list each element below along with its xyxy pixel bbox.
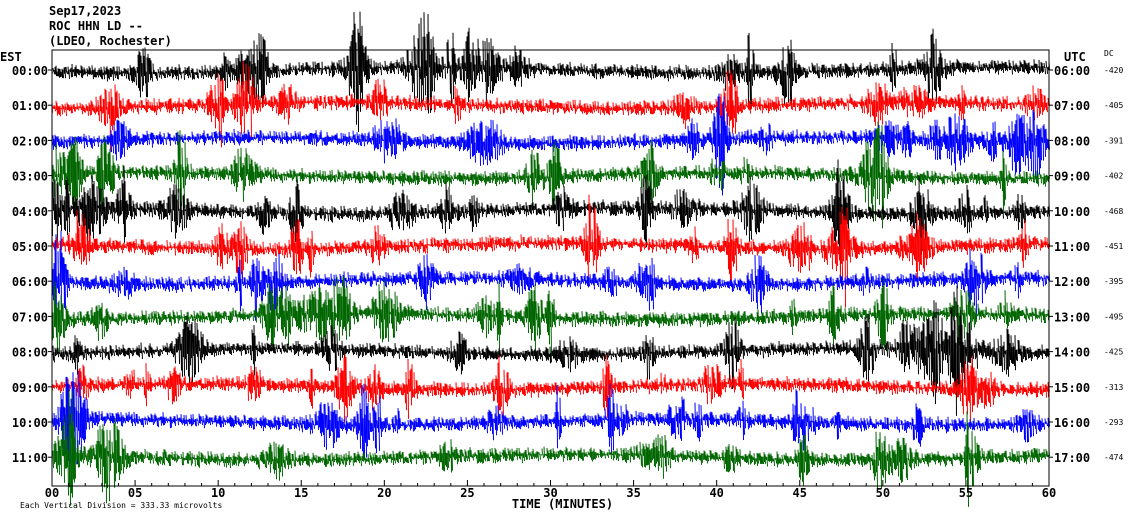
scale-footnote: Each Vertical Division = 333.33 microvol…: [20, 501, 222, 510]
date-label: Sep17,2023: [49, 4, 122, 18]
est-hour-label: 02:00: [12, 134, 48, 148]
est-hour-label: 00:00: [12, 64, 48, 78]
utc-hour-label: 07:00: [1054, 99, 1090, 113]
dc-offset-label: -395: [1104, 277, 1123, 286]
est-hour-label: 03:00: [12, 170, 48, 184]
dc-offset-label: -451: [1104, 242, 1123, 251]
x-tick-label: 40: [709, 486, 723, 500]
trace-0800: [51, 285, 1050, 416]
trace-0000: [51, 11, 1050, 133]
est-hour-label: 01:00: [12, 99, 48, 113]
x-tick-label: 60: [1042, 486, 1056, 500]
station-label: ROC HHN LD --: [49, 19, 143, 33]
x-tick-label: 10: [211, 486, 225, 500]
est-hour-label: 10:00: [12, 416, 48, 430]
dc-offset-label: -468: [1104, 207, 1123, 216]
x-tick-label: 00: [45, 486, 59, 500]
x-tick-label: 25: [460, 486, 474, 500]
x-axis-label: TIME (MINUTES): [512, 497, 613, 511]
dc-offset-label: -405: [1104, 101, 1123, 110]
dc-offset-label: -293: [1104, 418, 1123, 427]
est-axis-label: EST: [0, 50, 22, 64]
utc-hour-label: 10:00: [1054, 205, 1090, 219]
x-tick-label: 50: [876, 486, 890, 500]
dc-offset-label: -474: [1104, 453, 1123, 462]
x-tick-label: 15: [294, 486, 308, 500]
est-hour-label: 11:00: [12, 451, 48, 465]
utc-hour-label: 17:00: [1054, 451, 1090, 465]
est-hour-label: 05:00: [12, 240, 48, 254]
utc-hour-label: 08:00: [1054, 134, 1090, 148]
x-tick-label: 35: [626, 486, 640, 500]
dc-offset-label: -313: [1104, 383, 1123, 392]
dc-offset-label: -391: [1104, 136, 1123, 145]
x-tick-label: 55: [959, 486, 973, 500]
utc-hour-label: 15:00: [1054, 381, 1090, 395]
est-hour-label: 09:00: [12, 381, 48, 395]
x-tick-label: 05: [128, 486, 142, 500]
trace-0900: [51, 354, 1050, 423]
utc-hour-label: 09:00: [1054, 170, 1090, 184]
dc-axis-label: DC: [1104, 49, 1114, 58]
est-hour-label: 04:00: [12, 205, 48, 219]
traces: [51, 11, 1050, 507]
x-tick-label: 20: [377, 486, 391, 500]
utc-hour-label: 11:00: [1054, 240, 1090, 254]
x-tick-label: 45: [793, 486, 807, 500]
x-tick-label: 30: [543, 486, 557, 500]
utc-hour-label: 14:00: [1054, 346, 1090, 360]
dc-offset-label: -425: [1104, 348, 1123, 357]
dc-offset-label: -420: [1104, 66, 1123, 75]
utc-axis-label: UTC: [1064, 50, 1086, 64]
est-hour-label: 07:00: [12, 310, 48, 324]
utc-hour-label: 06:00: [1054, 64, 1090, 78]
dc-offset-label: -495: [1104, 312, 1123, 321]
utc-hour-label: 12:00: [1054, 275, 1090, 289]
location-label: (LDEO, Rochester): [49, 34, 172, 48]
dc-offset-label: -402: [1104, 172, 1123, 181]
utc-hour-label: 13:00: [1054, 310, 1090, 324]
est-hour-label: 06:00: [12, 275, 48, 289]
est-hour-label: 08:00: [12, 346, 48, 360]
utc-hour-label: 16:00: [1054, 416, 1090, 430]
